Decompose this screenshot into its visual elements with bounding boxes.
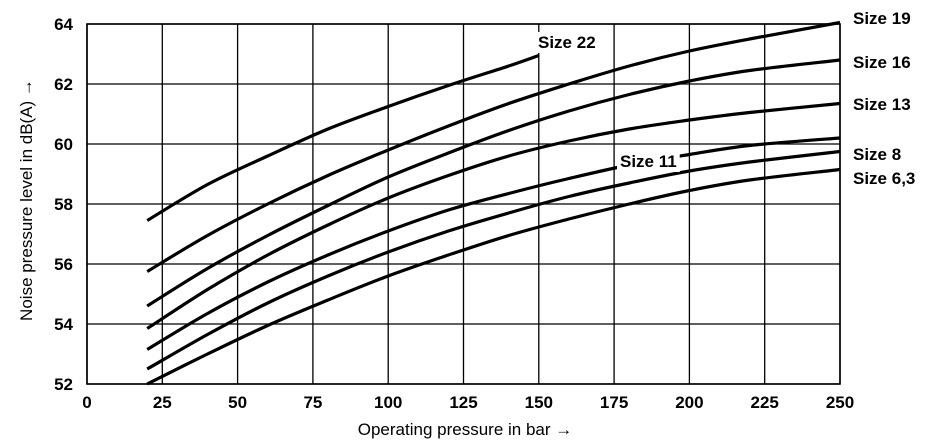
y-tick-label: 58 <box>54 195 73 214</box>
series-label-group: Size 16 <box>853 53 911 72</box>
series-label: Size 19 <box>853 9 911 28</box>
series-label-group: Size 6,3 <box>853 169 915 188</box>
x-tick-label: 25 <box>153 393 172 412</box>
series-label-group: Size 8 <box>853 145 901 164</box>
x-tick-label: 50 <box>228 393 247 412</box>
x-axis-title: Operating pressure in bar → <box>358 420 573 439</box>
series-label-background <box>535 32 599 53</box>
y-tick-label: 52 <box>54 375 73 394</box>
series-label-group: Size 19 <box>853 9 911 28</box>
x-tick-label: 125 <box>449 393 477 412</box>
series-label: Size 8 <box>853 145 901 164</box>
y-tick-label: 56 <box>54 255 73 274</box>
tick-labels: 0 25 50 75 100 125 150 175 200 225 250 52 54 56 58 60 62… <box>54 15 854 412</box>
x-tick-label: 0 <box>82 393 91 412</box>
series-label-group: Size 13 <box>853 95 911 114</box>
x-tick-label: 250 <box>826 393 854 412</box>
series-line <box>146 167 841 386</box>
series-line <box>146 53 540 222</box>
series-line <box>146 149 841 371</box>
x-tick-label: 175 <box>600 393 628 412</box>
series-label: Size 6,3 <box>853 169 915 188</box>
series-line <box>146 101 841 330</box>
x-tick-label: 100 <box>374 393 402 412</box>
series-labels: Size 22 Size 19 Size 16 Size 13 Size 11 Size … <box>535 9 915 188</box>
plot-frame <box>86 23 841 385</box>
y-axis-title: Noise pressure level in dB(A) → <box>17 79 36 321</box>
series-label-group: Size 11 <box>617 151 680 172</box>
x-tick-label: 200 <box>675 393 703 412</box>
series-label: Size 13 <box>853 95 911 114</box>
series-line <box>146 136 841 351</box>
series-label: Size 11 <box>620 152 677 171</box>
x-tick-label: 225 <box>751 393 779 412</box>
series-label: Size 22 <box>538 33 596 52</box>
series-line <box>146 58 841 308</box>
series-label-background <box>617 151 680 172</box>
x-tick-label: 150 <box>525 393 553 412</box>
series-curves <box>146 20 841 386</box>
series-line <box>146 20 841 273</box>
y-tick-label: 62 <box>54 75 73 94</box>
x-tick-label: 75 <box>303 393 322 412</box>
y-tick-label: 64 <box>54 15 73 34</box>
y-tick-label: 54 <box>54 315 73 334</box>
series-label: Size 16 <box>853 53 911 72</box>
grid <box>86 23 841 385</box>
y-tick-label: 60 <box>54 135 73 154</box>
series-label-group: Size 22 <box>535 32 599 53</box>
